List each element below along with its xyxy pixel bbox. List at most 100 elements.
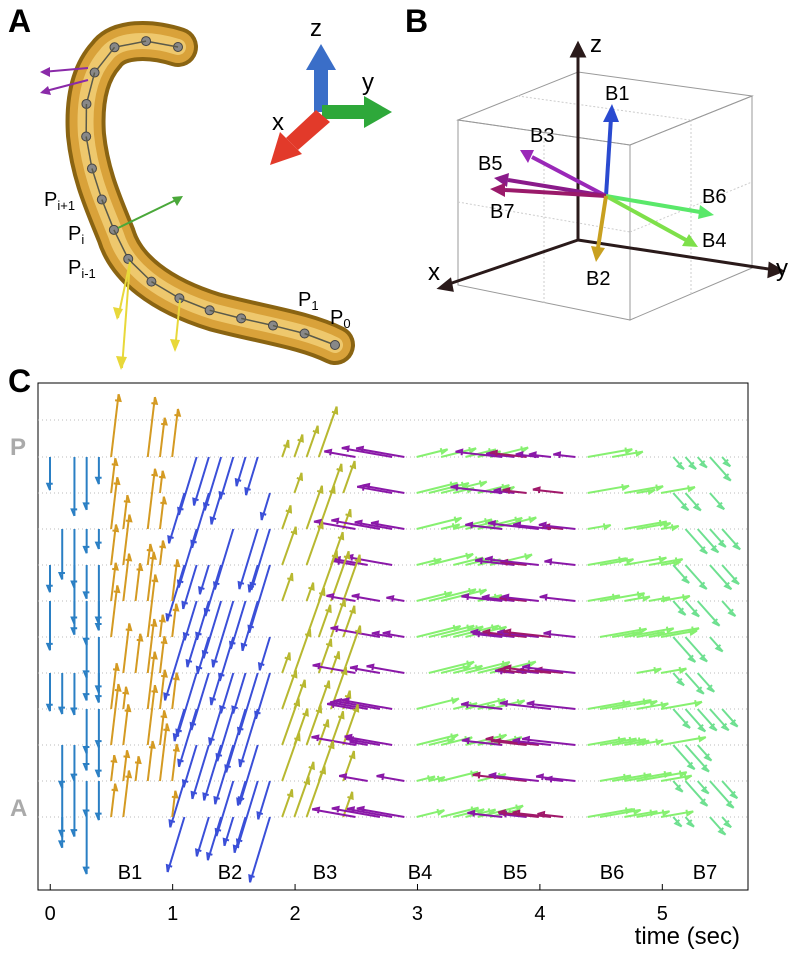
quiver-shaft — [240, 745, 258, 804]
quiver-shaft — [307, 583, 314, 601]
vector-label: B1 — [605, 83, 629, 105]
quiver-shaft — [231, 601, 246, 649]
quiver-shaft — [710, 781, 734, 808]
quiver-head — [529, 516, 536, 521]
vector-label: B6 — [702, 186, 726, 208]
quiver-shaft — [215, 529, 233, 590]
behavior-label: B7 — [693, 862, 717, 884]
vector-label: B7 — [490, 201, 514, 223]
quiver-shaft — [179, 529, 197, 588]
quiver-shaft — [282, 440, 288, 457]
quiver-shaft — [225, 817, 234, 846]
quiver-head — [525, 553, 532, 558]
axis-triad — [270, 44, 392, 165]
quiver-shaft — [200, 565, 209, 594]
quiver-head — [451, 734, 458, 739]
axis-label: x — [272, 109, 284, 136]
quiver-shaft — [148, 469, 155, 529]
quiver-head — [452, 697, 459, 702]
panel-label: A — [8, 3, 31, 39]
quiver-head — [480, 480, 487, 485]
quiver-shaft — [553, 455, 575, 457]
quiver-shaft — [177, 673, 196, 737]
x-tick-label: 2 — [290, 903, 301, 925]
vector-label: B5 — [478, 153, 502, 175]
quiver-head — [480, 589, 487, 594]
point-label: P1 — [298, 289, 319, 313]
quiver-shaft — [673, 637, 695, 662]
quiver-head — [466, 553, 473, 558]
behavior-label: B1 — [118, 862, 142, 884]
panel-label: B — [405, 3, 428, 39]
quiver-shaft — [213, 601, 233, 667]
quiver-shaft — [307, 426, 318, 457]
quiver-head — [455, 517, 462, 522]
quiver-shaft — [160, 497, 164, 529]
quiver-shaft — [710, 565, 732, 589]
quiver-shaft — [160, 471, 163, 493]
row-label: P — [10, 434, 26, 461]
quiver-shaft — [148, 544, 151, 565]
point-label: Pi-1 — [68, 257, 96, 281]
x-tick-label: 1 — [167, 903, 178, 925]
quiver-shaft — [282, 789, 292, 817]
quiver-shaft — [282, 652, 289, 673]
axis-label: x — [428, 259, 440, 286]
x-tick-label: 4 — [534, 903, 545, 925]
quiver-shaft — [319, 407, 337, 457]
quiver-shaft — [212, 493, 222, 524]
x-tick-label: 3 — [412, 903, 423, 925]
quiver-head — [521, 446, 528, 451]
quiver-shaft — [237, 457, 246, 486]
quiver-shaft — [111, 784, 115, 817]
x-axis-label: time (sec) — [635, 923, 740, 950]
quiver-shaft — [294, 473, 301, 493]
quiver-shaft — [352, 596, 380, 601]
quiver-shaft — [544, 562, 575, 565]
quiver-shaft — [111, 458, 115, 493]
vector-label: B4 — [702, 230, 726, 252]
quiver-shaft — [169, 493, 184, 543]
quiver-head — [467, 661, 474, 666]
quiver-shaft — [377, 776, 405, 781]
quiver — [47, 394, 740, 882]
quiver-shaft — [343, 792, 352, 817]
quiver-shaft — [187, 637, 196, 667]
quiver-shaft — [226, 709, 245, 772]
quiver-head — [437, 809, 444, 814]
quiver-shaft — [282, 573, 292, 601]
quiver-shaft — [123, 623, 129, 673]
vector-label: B2 — [586, 268, 610, 290]
quiver-shaft — [250, 817, 270, 882]
point-label: Pi+1 — [44, 189, 75, 213]
quiver-shaft — [243, 601, 258, 651]
axis-label: z — [310, 15, 322, 42]
quiver-shaft — [211, 673, 221, 705]
quiver-head — [516, 805, 523, 810]
quiver-shaft — [533, 490, 563, 493]
quiver-shaft — [238, 781, 245, 806]
panel-label: C — [8, 363, 31, 399]
point-label: P0 — [330, 307, 351, 331]
quiver-shaft — [175, 709, 185, 741]
quiver-shaft — [123, 687, 126, 709]
quiver-shaft — [685, 781, 707, 806]
behavior-label: B5 — [503, 862, 527, 884]
behavior-label: B3 — [313, 862, 337, 884]
quiver-shaft — [148, 397, 155, 457]
quiver-shaft — [249, 565, 257, 592]
quiver-shaft — [673, 745, 694, 769]
behavior-label: B4 — [408, 862, 432, 884]
behavior-vectors — [490, 104, 714, 262]
quiver-shaft — [179, 457, 197, 515]
quiver-head — [441, 448, 448, 453]
axis-label: z — [590, 31, 602, 58]
quiver-shaft — [160, 615, 163, 637]
quiver-head — [518, 699, 525, 704]
quiver-shaft — [123, 495, 127, 529]
quiver-shaft — [685, 529, 707, 554]
quiver-shaft — [319, 719, 328, 745]
vector-label: B3 — [530, 125, 554, 147]
behavior-label: B2 — [218, 862, 242, 884]
